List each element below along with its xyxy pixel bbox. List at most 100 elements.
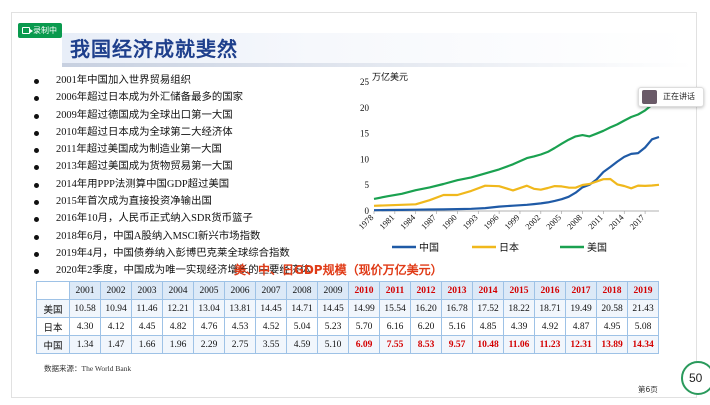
gdp-value-cell: 6.20	[410, 317, 442, 336]
year-header-cell: 2006	[224, 281, 256, 300]
x-tick-label: 1987	[419, 212, 438, 231]
year-header-cell: 2018	[596, 281, 628, 300]
speaking-indicator[interactable]: 正在讲话	[638, 87, 704, 107]
achievement-item: 2009年超过德国成为全球出口第一大国	[32, 107, 362, 124]
table-corner-cell	[36, 281, 70, 300]
gdp-value-cell: 14.45	[255, 299, 287, 318]
gdp-value-cell: 11.06	[503, 335, 535, 354]
gdp-value-cell: 12.21	[162, 299, 194, 318]
gdp-value-cell: 9.57	[441, 335, 473, 354]
achievement-text: 2020年2季度，中国成为唯一实现经济增长的主要经济体	[56, 265, 311, 277]
achievement-text: 2015年首次成为直接投资净输出国	[56, 196, 212, 208]
series-line-中国	[373, 135, 660, 212]
gdp-value-cell: 4.76	[193, 317, 225, 336]
bullet-icon	[34, 217, 39, 223]
bullet-icon	[34, 182, 39, 188]
gdp-value-cell: 8.53	[410, 335, 442, 354]
x-tick-label: 2017	[627, 212, 646, 231]
gdp-value-cell: 10.94	[100, 299, 132, 318]
y-tick-label: 20	[360, 103, 370, 113]
year-header-cell: 2019	[627, 281, 659, 300]
achievement-item: 2016年10月，人民币正式纳入SDR货币篮子	[32, 210, 362, 227]
achievement-item: 2011年超过美国成为制造业第一大国	[32, 141, 362, 158]
x-tick-label: 1990	[440, 212, 459, 231]
data-source: 数据来源：The World Bank	[44, 364, 132, 373]
timer-badge[interactable]: 50	[681, 361, 710, 395]
gdp-value-cell: 1.96	[162, 335, 194, 354]
y-tick-label: 0	[365, 206, 370, 216]
gdp-table: 2001 2002 2003 2004 2005 2006 2007 2008 2009 2010…	[36, 281, 659, 354]
gdp-value-cell: 10.58	[69, 299, 101, 318]
gdp-value-cell: 14.34	[627, 335, 659, 354]
year-header-cell: 2010	[348, 281, 380, 300]
year-header-cell: 2007	[255, 281, 287, 300]
gdp-value-cell: 6.09	[348, 335, 380, 354]
y-tick-label: 5	[365, 180, 370, 190]
gdp-value-cell: 10.48	[472, 335, 504, 354]
gdp-value-cell: 2.29	[193, 335, 225, 354]
gdp-value-cell: 13.89	[596, 335, 628, 354]
y-tick-label: 10	[360, 154, 370, 164]
achievement-text: 2013年超过美国成为货物贸易第一大国	[56, 161, 233, 173]
bullet-icon	[34, 130, 39, 136]
bullet-icon	[34, 234, 39, 240]
page-number: 第6页	[638, 385, 658, 394]
achievement-item: 2010年超过日本成为全球第二大经济体	[32, 124, 362, 141]
title-underline	[62, 63, 692, 67]
gdp-value-cell: 4.95	[596, 317, 628, 336]
gdp-value-cell: 5.04	[286, 317, 318, 336]
gdp-value-cell: 13.04	[193, 299, 225, 318]
gdp-value-cell: 1.47	[100, 335, 132, 354]
year-header-cell: 2014	[472, 281, 504, 300]
y-tick-label: 15	[360, 129, 370, 139]
recording-badge[interactable]: 录制中	[18, 23, 62, 38]
achievement-text: 2001年中国加入世界贸易组织	[56, 75, 192, 86]
timer-value: 50	[689, 371, 703, 385]
x-tick-label: 2005	[544, 212, 563, 231]
gdp-value-cell: 4.85	[472, 317, 504, 336]
table-row: 中国 1.34 1.47 1.66 1.96 2.29 2.75 3.55 4.59 5.10 6.…	[36, 335, 659, 354]
achievement-item: 2019年4月，中国债券纳入彭博巴克莱全球综合指数	[32, 245, 362, 262]
legend-label: 日本	[499, 241, 519, 254]
gdp-value-cell: 18.71	[534, 299, 566, 318]
gdp-value-cell: 4.45	[131, 317, 163, 336]
achievements-list: 2001年中国加入世界贸易组织 2006年超过日本成为外汇储备最多的国家 2009年…	[32, 72, 362, 280]
bullet-icon	[34, 148, 39, 154]
gdp-value-cell: 4.53	[224, 317, 256, 336]
year-header-cell: 2013	[441, 281, 473, 300]
series-line-日本	[373, 177, 660, 207]
achievement-item: 2015年首次成为直接投资净输出国	[32, 193, 362, 210]
bullet-icon	[34, 96, 39, 102]
gdp-value-cell: 4.12	[100, 317, 132, 336]
gdp-value-cell: 11.23	[534, 335, 566, 354]
gdp-value-cell: 14.99	[348, 299, 380, 318]
achievement-item: 2018年6月，中国A股纳入MSCI新兴市场指数	[32, 228, 362, 245]
achievement-text: 2011年超过美国成为制造业第一大国	[56, 144, 222, 156]
gdp-value-cell: 4.92	[534, 317, 566, 336]
gdp-value-cell: 14.45	[317, 299, 349, 318]
bullet-icon	[34, 251, 39, 257]
gdp-value-cell: 4.30	[69, 317, 101, 336]
gdp-value-cell: 16.20	[410, 299, 442, 318]
achievement-text: 2018年6月，中国A股纳入MSCI新兴市场指数	[56, 230, 261, 242]
gdp-value-cell: 5.10	[317, 335, 349, 354]
achievement-text: 2016年10月，人民币正式纳入SDR货币篮子	[56, 213, 253, 225]
gdp-value-cell: 3.55	[255, 335, 287, 354]
bullet-icon	[34, 113, 39, 119]
year-header-cell: 2005	[193, 281, 225, 300]
x-tick-label: 1996	[481, 212, 500, 231]
country-label-cell: 日本	[36, 317, 70, 336]
year-header-cell: 2016	[534, 281, 566, 300]
achievement-text: 2006年超过日本成为外汇储备最多的国家	[56, 92, 244, 104]
year-header-cell: 2001	[69, 281, 101, 300]
slide-title: 我国经济成就斐然	[70, 37, 238, 61]
achievement-item: 2014年用PPP法测算中国GDP超过美国	[32, 176, 362, 193]
title-bar	[62, 33, 692, 63]
achievement-item: 2001年中国加入世界贸易组织	[32, 72, 362, 89]
year-header-cell: 2002	[100, 281, 132, 300]
year-header-cell: 2009	[317, 281, 349, 300]
x-tick-label: 2002	[523, 212, 542, 231]
y-axis-label: 万亿美元	[372, 71, 408, 82]
legend-label: 美国	[587, 241, 607, 254]
bullet-icon	[34, 269, 39, 275]
